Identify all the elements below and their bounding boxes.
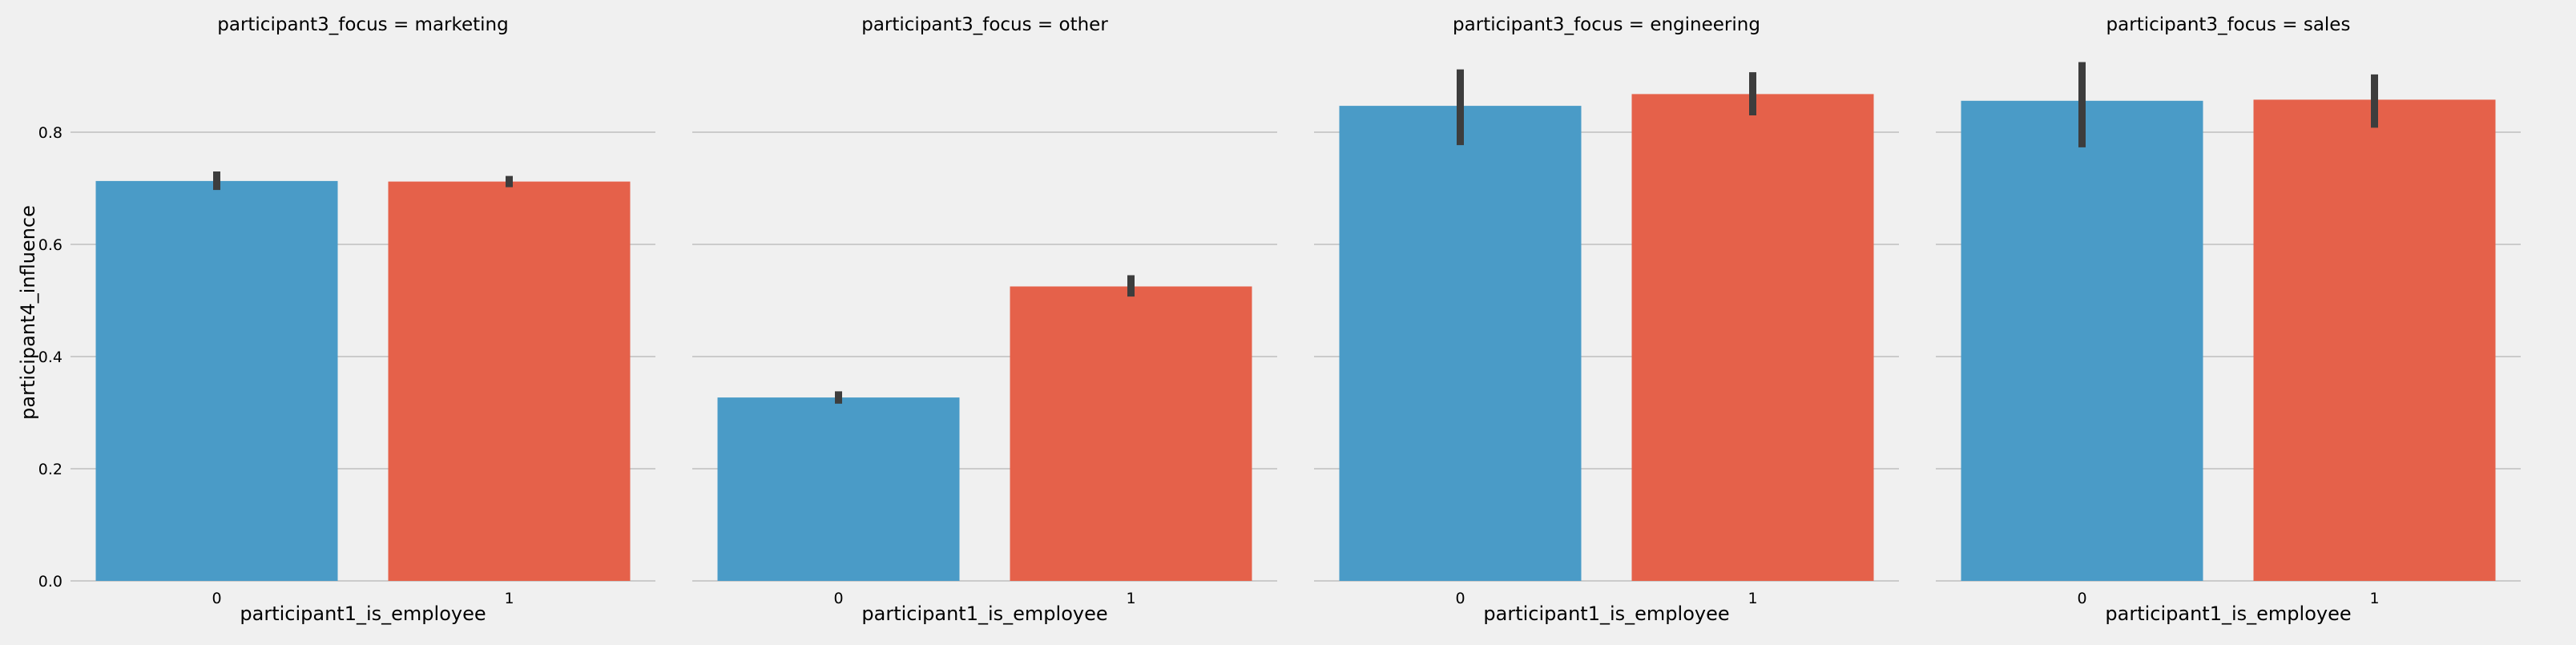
x-tick-label: 0 [212,590,221,607]
facet-title: participant3_focus = engineering [1453,14,1760,35]
x-tick-label: 1 [1748,590,1757,607]
bar [1339,106,1582,582]
facet-title: participant3_focus = other [861,14,1108,35]
x-axis-label: participant1_is_employee [240,603,486,625]
facet-title: participant3_focus = sales [2106,14,2351,35]
x-tick-label: 0 [1455,590,1465,607]
bar [1010,286,1252,581]
facet-panel: participant3_focus = other 0 1 participant1… [692,14,1277,625]
y-tick-label: 0.6 [38,236,62,254]
x-tick-label: 1 [504,590,514,607]
x-tick-label: 1 [1126,590,1135,607]
x-tick-label: 0 [833,590,843,607]
y-tick-label: 0.2 [38,461,62,478]
bar [1631,94,1874,581]
facet-panel: participant3_focus = sales 0 1 participant1… [1936,14,2521,625]
bar [388,181,631,581]
bar [1961,100,2203,582]
facet-title: participant3_focus = marketing [217,14,508,35]
x-axis-label: participant1_is_employee [861,603,1107,625]
x-tick-label: 1 [2369,590,2379,607]
y-tick-label: 0.4 [38,349,62,366]
y-tick-label: 0.8 [38,124,62,142]
x-axis-label: participant1_is_employee [1483,603,1729,625]
y-axis-label: participant4_influence [17,205,39,420]
x-tick-label: 0 [2077,590,2086,607]
bar [717,397,960,581]
facets: 0.0 0.2 0.4 0.6 0.8 participant3_focus = mark… [38,14,2521,625]
facet-panel: 0.0 0.2 0.4 0.6 0.8 participant3_focus = mark… [38,14,655,625]
y-tick-label: 0.0 [38,573,62,591]
bar [95,180,338,581]
x-axis-label: participant1_is_employee [2105,603,2351,625]
bar [2253,99,2496,581]
facet-panel: participant3_focus = engineering 0 1 partic… [1314,14,1899,625]
